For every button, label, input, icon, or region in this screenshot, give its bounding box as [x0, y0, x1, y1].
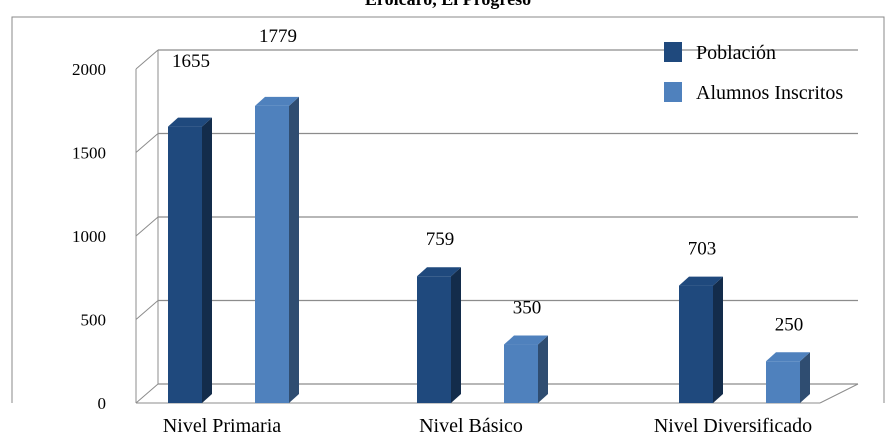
bar-front-0-1: [417, 276, 451, 403]
bar-top-0-2: [679, 276, 723, 286]
bar-0-2: [679, 276, 723, 403]
bar-top-1-2: [766, 352, 810, 362]
bar-1-0: [255, 96, 299, 404]
bar-front-1-1: [504, 344, 538, 403]
bar-top-1-1: [504, 335, 548, 345]
gridline-depth-3: [135, 133, 159, 153]
data-label: 1655: [172, 51, 210, 72]
data-label: 250: [775, 314, 804, 335]
legend-label-1: Alumnos Inscritos: [696, 82, 843, 104]
gridline-depth-2: [135, 216, 159, 237]
bar-side-0-0: [202, 117, 212, 404]
data-label: 703: [688, 239, 717, 260]
bar-front-0-0: [168, 126, 202, 404]
bar-front-1-0: [255, 105, 289, 404]
y-tick-label: 1500: [72, 144, 106, 163]
legend-swatch-0: [664, 42, 682, 62]
gridline-depth-0: [135, 383, 159, 404]
x-tick-label: Nivel Diversificado: [654, 415, 812, 435]
bar-side-1-1: [538, 335, 548, 403]
gridline-depth-1: [135, 300, 159, 320]
y-tick-label: 1000: [72, 227, 106, 246]
y-tick-label: 0: [98, 394, 107, 413]
bar-side-1-0: [289, 96, 299, 404]
bar-0-1: [417, 267, 461, 403]
gridline-depth-4: [135, 49, 159, 70]
bar-top-0-0: [168, 117, 212, 127]
bar-side-1-2: [800, 352, 810, 403]
x-tick-label: Nivel Básico: [419, 415, 523, 435]
bar-side-0-1: [451, 267, 461, 403]
legend-swatch-1: [664, 82, 682, 102]
y-tick-label: 500: [81, 311, 107, 330]
legend-label-0: Población: [696, 42, 776, 64]
data-label: 350: [513, 298, 542, 319]
data-label: 759: [426, 229, 455, 250]
plot-frame: [11, 16, 885, 403]
bar-side-0-2: [713, 276, 723, 403]
y-tick-label: 2000: [72, 60, 106, 79]
bar-top-0-1: [417, 267, 461, 277]
bar-0-0: [168, 117, 212, 404]
data-label: 1779: [259, 26, 297, 47]
bar-1-2: [766, 352, 810, 403]
bar-top-1-0: [255, 96, 299, 106]
x-tick-label: Nivel Primaria: [163, 415, 281, 435]
bar-front-1-2: [766, 361, 800, 403]
bar-1-1: [504, 335, 548, 403]
chart-title: Eroicaro, El Progreso: [0, 0, 896, 10]
floor-edge: [819, 383, 859, 404]
bar-front-0-2: [679, 285, 713, 403]
